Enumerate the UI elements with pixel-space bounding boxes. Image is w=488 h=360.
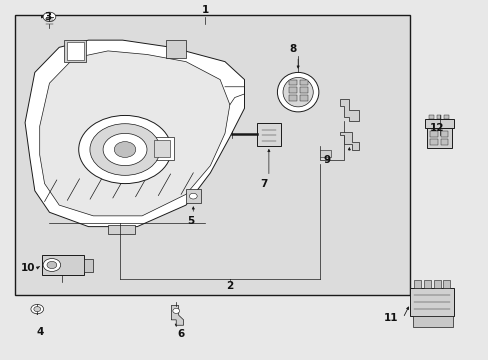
Bar [440,131,447,137]
Polygon shape [40,51,229,216]
Bar [424,119,453,128]
Circle shape [189,193,197,199]
Bar [320,150,330,157]
Circle shape [47,261,57,269]
Bar [64,40,86,62]
Text: 6: 6 [177,329,184,339]
Circle shape [90,124,160,175]
Text: 8: 8 [289,44,296,54]
Polygon shape [149,137,173,160]
Circle shape [79,116,171,184]
Bar [300,95,307,101]
Text: 10: 10 [20,263,35,273]
Bar [444,116,448,119]
Polygon shape [185,189,200,203]
Text: 11: 11 [383,313,397,323]
Ellipse shape [277,72,318,112]
Text: 7: 7 [260,179,267,189]
Bar [166,40,185,58]
Bar [300,87,307,93]
Circle shape [114,141,136,157]
Bar [289,95,297,101]
Circle shape [31,305,43,314]
Bar [440,139,447,145]
Bar [289,87,297,93]
Bar [436,116,441,119]
Bar [108,225,135,234]
Polygon shape [339,132,358,149]
Circle shape [43,258,61,271]
Bar [409,288,453,316]
Text: 9: 9 [323,155,330,165]
Bar [66,42,83,60]
Text: 4: 4 [36,327,43,337]
Bar [429,131,437,137]
Ellipse shape [283,77,313,107]
Polygon shape [339,99,358,121]
Bar [433,280,440,288]
Bar [412,316,452,327]
Circle shape [43,12,56,22]
Text: 2: 2 [226,281,233,291]
Bar [15,15,409,295]
Bar [256,123,281,146]
Text: 1: 1 [202,5,209,15]
Bar [42,255,83,275]
Bar [443,280,449,288]
Bar [300,80,307,85]
Circle shape [103,134,147,166]
Polygon shape [25,40,244,226]
Text: 3: 3 [44,12,52,22]
Circle shape [172,309,179,314]
Bar [423,280,430,288]
Polygon shape [171,306,183,325]
Bar [289,80,297,85]
Polygon shape [154,140,169,157]
Text: 12: 12 [429,123,444,133]
Bar [428,116,433,119]
Bar [413,280,420,288]
Text: 5: 5 [187,216,194,226]
Circle shape [34,307,41,312]
Bar [83,259,93,272]
Bar [427,128,451,148]
Bar [429,139,437,145]
